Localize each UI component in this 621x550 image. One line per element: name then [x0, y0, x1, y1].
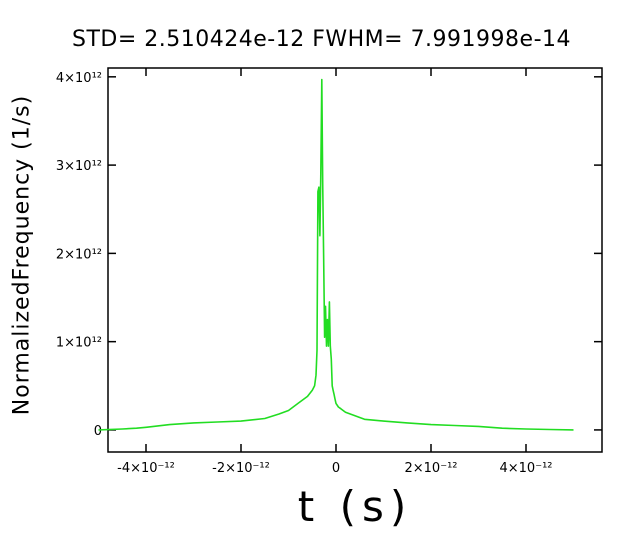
data-series-line	[98, 78, 574, 431]
x-tick-label: 4×10⁻¹²	[500, 461, 553, 476]
chart-title: STD= 2.510424e-12 FWHM= 7.991998e-14	[72, 27, 572, 52]
y-tick-label: 3×10¹²	[56, 159, 102, 174]
x-tick-label: 2×10⁻¹²	[405, 461, 458, 476]
y-axis-label: NormalizedFrequency (1/s)	[9, 94, 35, 416]
x-tick-label: -2×10⁻¹²	[212, 461, 270, 476]
y-tick-label: 2×10¹²	[56, 247, 102, 262]
y-tick-label: 4×10¹²	[56, 71, 102, 86]
x-tick-label: -4×10⁻¹²	[117, 461, 175, 476]
y-tick-label: 0	[94, 424, 102, 439]
x-axis-label: t (s)	[297, 482, 413, 531]
plot-frame	[107, 67, 603, 453]
y-tick-label: 1×10¹²	[56, 336, 102, 351]
x-tick-label: 0	[332, 461, 340, 476]
